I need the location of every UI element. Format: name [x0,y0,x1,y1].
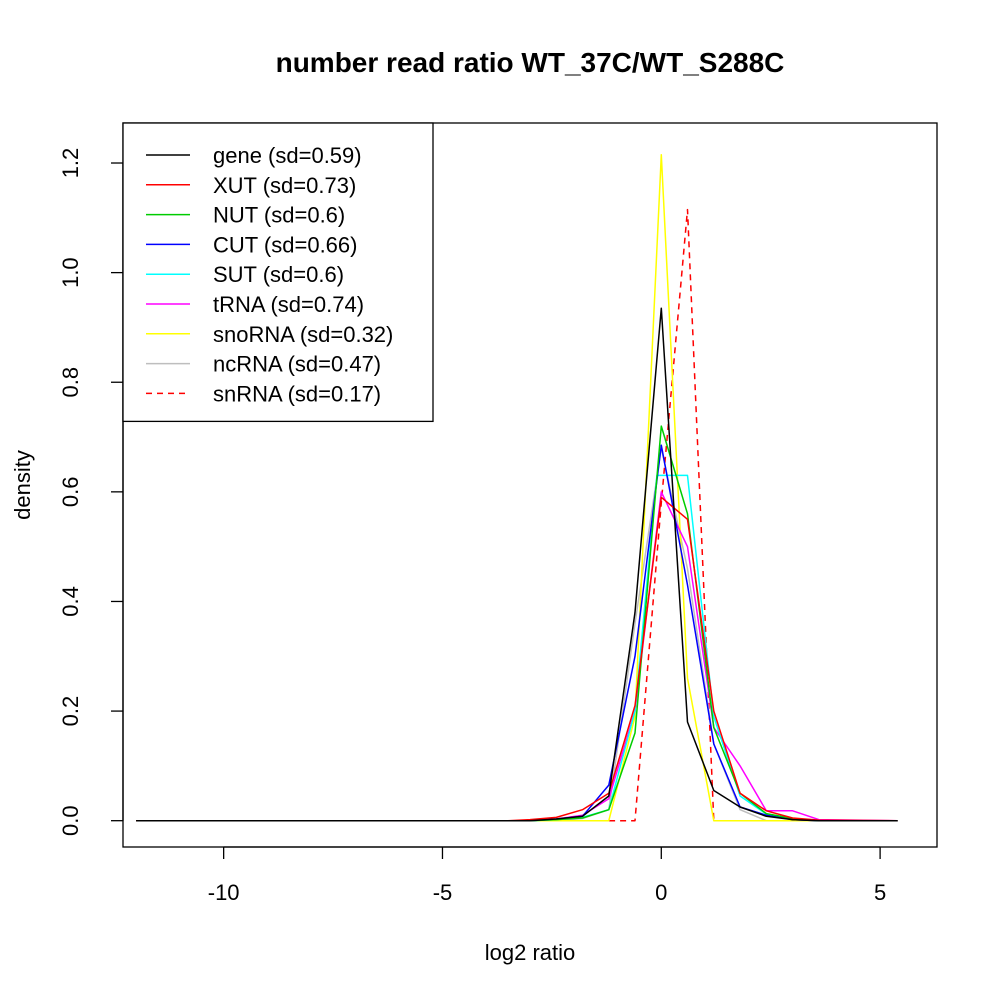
series-line [136,154,898,822]
x-axis-label: log2 ratio [485,940,576,965]
legend-label: tRNA (sd=0.74) [213,292,364,317]
legend-label: CUT (sd=0.66) [213,232,357,257]
series-group [136,154,898,822]
y-tick-label: 0.8 [58,367,83,398]
y-tick-label: 1.0 [58,257,83,288]
x-tick-label: -10 [208,880,240,905]
y-tick-label: 1.2 [58,148,83,179]
axes: -10 -5 0 5 0.0 0.2 0.4 0.6 0.8 1.0 1.2 [58,148,886,905]
legend-box [122,122,434,423]
series-line [136,307,898,822]
series-line [136,496,898,822]
series-line [136,447,898,822]
series-line [136,474,898,822]
x-tick-label: 5 [874,880,886,905]
series-line [136,444,898,822]
y-tick-label: 0.6 [58,477,83,508]
legend-label: snRNA (sd=0.17) [213,381,381,406]
legend-label: snoRNA (sd=0.32) [213,322,393,347]
y-tick-label: 0.4 [58,586,83,617]
series-line [136,491,898,822]
x-tick-label: -5 [433,880,453,905]
chart-title: number read ratio WT_37C/WT_S288C [276,47,785,78]
legend-label: SUT (sd=0.6) [213,262,344,287]
x-tick-label: 0 [655,880,667,905]
legend-label: ncRNA (sd=0.47) [213,352,381,377]
legend-label: XUT (sd=0.73) [213,173,356,198]
legend-label: NUT (sd=0.6) [213,203,345,228]
y-tick-label: 0.0 [58,805,83,836]
y-axis-label: density [10,450,35,520]
legend-label: gene (sd=0.59) [213,143,362,168]
y-tick-label: 0.2 [58,696,83,727]
legend: gene (sd=0.59) XUT (sd=0.73) NUT (sd=0.6) C… [122,122,434,423]
series-line [136,425,898,822]
